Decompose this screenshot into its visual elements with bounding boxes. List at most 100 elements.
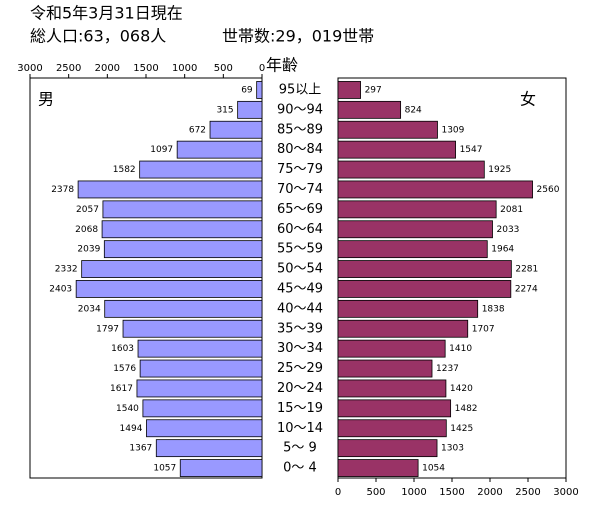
bar — [337, 260, 512, 278]
x-tick-label: 3000 — [553, 487, 578, 498]
bar — [137, 339, 263, 358]
value-label: 297 — [365, 85, 382, 95]
x-tick-label: 0 — [335, 487, 341, 498]
value-label: 2033 — [497, 225, 520, 235]
value-label: 2403 — [49, 284, 72, 294]
value-label: 1237 — [436, 364, 459, 374]
x-tick-label: 2000 — [477, 487, 502, 498]
bar — [337, 240, 488, 259]
value-label: 1576 — [113, 364, 136, 374]
bar — [337, 459, 419, 477]
value-label: 2378 — [51, 185, 74, 195]
bar — [102, 200, 263, 219]
value-label: 315 — [216, 105, 233, 115]
bar — [337, 81, 361, 99]
bar — [337, 399, 452, 418]
legend-label: 男 — [38, 90, 54, 109]
bar — [179, 459, 263, 477]
bar — [139, 359, 263, 378]
category-label: 65～69 — [277, 202, 323, 217]
bar — [122, 319, 263, 338]
x-tick-label: 500 — [214, 63, 233, 74]
value-label: 1707 — [472, 324, 495, 334]
bar — [337, 100, 402, 119]
category-label: 10～14 — [277, 421, 323, 436]
value-label: 2068 — [75, 225, 98, 235]
category-label: 5～ 9 — [283, 441, 317, 456]
value-label: 2057 — [76, 205, 99, 215]
bar — [77, 180, 263, 199]
bar — [256, 81, 263, 99]
x-tick-label: 1000 — [172, 63, 197, 74]
value-label: 1057 — [153, 464, 176, 474]
bar — [337, 379, 447, 398]
category-label: 0～ 4 — [283, 461, 317, 476]
x-tick-label: 1000 — [401, 487, 426, 498]
value-label: 1797 — [96, 324, 119, 334]
bar — [337, 419, 447, 438]
legend-label: 女 — [520, 90, 536, 109]
bar — [155, 439, 263, 458]
bar — [104, 299, 263, 318]
bar — [337, 439, 438, 458]
category-label: 60～64 — [277, 222, 323, 237]
bar — [101, 220, 263, 239]
bar — [103, 240, 263, 259]
category-label: 85～89 — [277, 122, 323, 137]
category-label: 70～74 — [277, 182, 323, 197]
bar — [337, 280, 512, 298]
bar — [81, 260, 263, 278]
value-label: 824 — [405, 105, 422, 115]
value-label: 1425 — [450, 424, 473, 434]
chart-subtitle: 世帯数:29，019世帯 — [222, 27, 374, 46]
value-label: 672 — [189, 125, 206, 135]
chart-subtitle: 総人口:63，068人 — [30, 27, 166, 46]
x-tick-label: 3000 — [17, 63, 42, 74]
value-label: 1838 — [482, 304, 505, 314]
x-tick-label: 2500 — [515, 487, 540, 498]
x-tick-label: 0 — [259, 63, 265, 74]
category-label: 90～94 — [277, 102, 323, 117]
value-label: 1547 — [460, 145, 483, 155]
bar — [142, 399, 263, 418]
value-label: 2281 — [515, 265, 538, 275]
value-label: 1482 — [455, 404, 478, 414]
value-label: 1410 — [449, 344, 472, 354]
category-label: 40～44 — [277, 301, 323, 316]
bar — [136, 379, 263, 398]
category-label: 30～34 — [277, 341, 323, 356]
value-label: 1420 — [450, 384, 473, 394]
bar — [337, 160, 485, 179]
x-tick-label: 2500 — [56, 63, 81, 74]
value-label: 1964 — [491, 245, 514, 255]
value-label: 2332 — [55, 265, 78, 275]
x-tick-label: 1500 — [133, 63, 158, 74]
bar — [337, 120, 438, 139]
category-label: 25～29 — [277, 361, 323, 376]
value-label: 2274 — [515, 284, 538, 294]
bar — [176, 140, 263, 159]
x-tick-label: 2000 — [95, 63, 120, 74]
value-label: 1367 — [129, 444, 152, 454]
category-label: 55～59 — [277, 242, 323, 257]
value-label: 2081 — [500, 205, 523, 215]
category-label: 95以上 — [279, 82, 322, 97]
value-label: 1617 — [110, 384, 133, 394]
value-label: 2034 — [78, 304, 101, 314]
bar — [337, 140, 456, 159]
bar — [146, 419, 263, 438]
value-label: 1303 — [441, 444, 464, 454]
chart-title: 令和5年3月31日現在 — [30, 4, 183, 23]
category-label: 20～24 — [277, 381, 323, 396]
bar — [337, 200, 497, 219]
value-label: 2039 — [77, 245, 100, 255]
bar — [209, 120, 263, 139]
value-label: 1603 — [111, 344, 134, 354]
value-label: 1540 — [116, 404, 139, 414]
bar — [75, 280, 263, 298]
category-label: 75～79 — [277, 162, 323, 177]
value-label: 1054 — [422, 464, 445, 474]
bar — [337, 339, 446, 358]
category-label: 50～54 — [277, 262, 323, 277]
